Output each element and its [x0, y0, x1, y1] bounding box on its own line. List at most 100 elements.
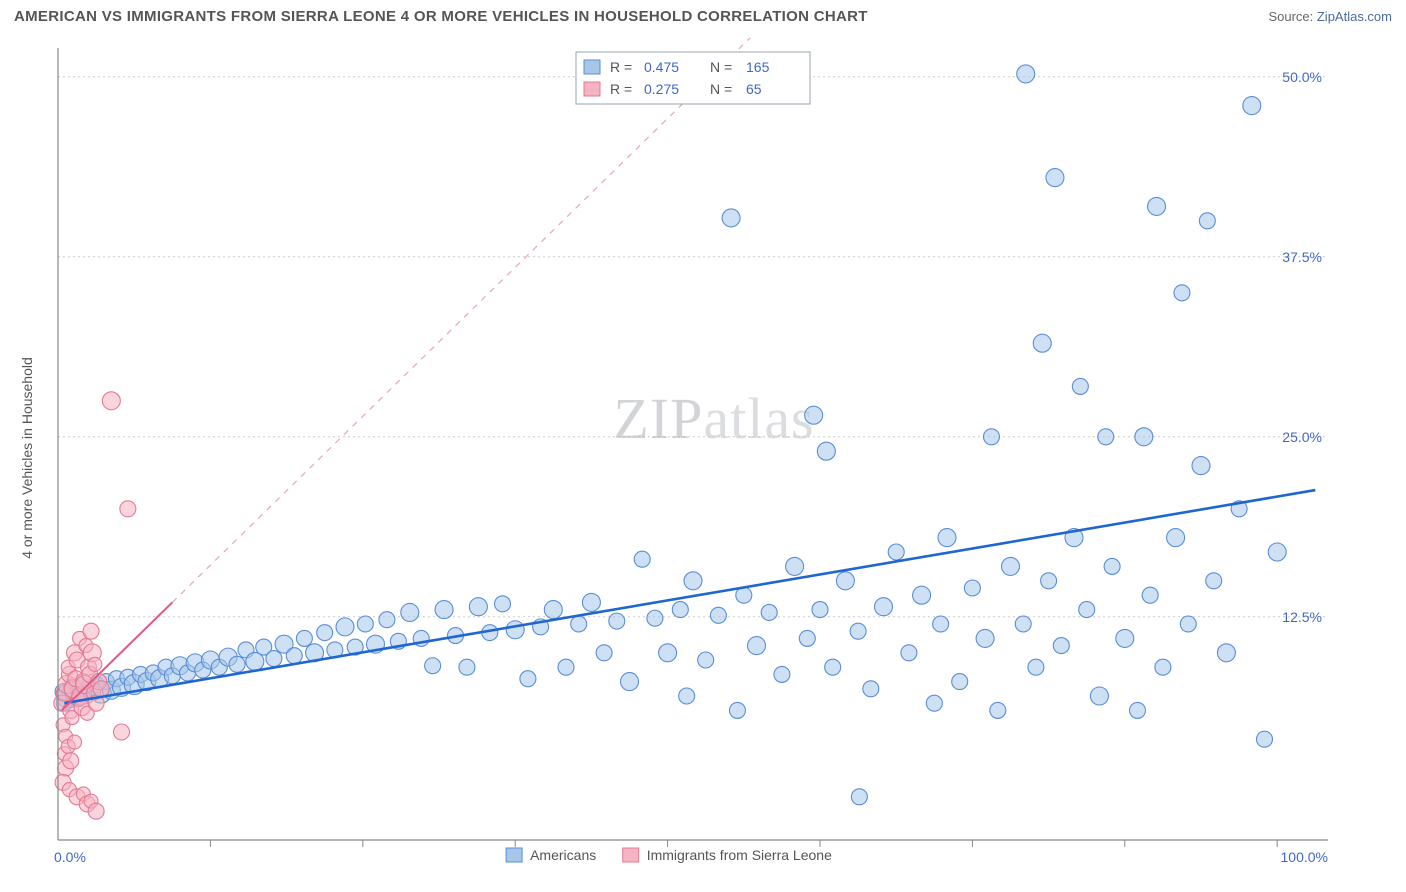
data-point — [1104, 558, 1120, 574]
chart-title: AMERICAN VS IMMIGRANTS FROM SIERRA LEONE… — [14, 8, 868, 25]
data-point — [990, 702, 1006, 718]
data-point — [659, 644, 677, 662]
stats-r-value: 0.275 — [644, 81, 679, 97]
data-point — [520, 671, 536, 687]
data-point — [286, 648, 302, 664]
data-point — [850, 623, 866, 639]
data-point — [317, 625, 333, 641]
y-tick-label: 37.5% — [1282, 249, 1322, 265]
data-point — [952, 674, 968, 690]
data-point — [748, 637, 766, 655]
trendline-extrapolated — [172, 38, 769, 602]
data-point — [710, 607, 726, 623]
data-point — [425, 658, 441, 674]
data-point — [1135, 428, 1153, 446]
data-point — [88, 657, 102, 671]
data-point — [469, 598, 487, 616]
data-point — [774, 666, 790, 682]
x-range-min: 0.0% — [54, 849, 86, 865]
data-point — [805, 406, 823, 424]
data-point — [435, 601, 453, 619]
data-point — [647, 610, 663, 626]
data-point — [913, 586, 931, 604]
data-point — [120, 501, 136, 517]
stats-n-label: N = — [710, 59, 732, 75]
data-point — [1072, 378, 1088, 394]
data-point — [1142, 587, 1158, 603]
data-point — [1041, 573, 1057, 589]
source-attribution: Source: ZipAtlas.com — [1268, 9, 1392, 24]
data-point — [68, 735, 82, 749]
stats-n-value: 165 — [746, 59, 770, 75]
legend-swatch — [506, 848, 522, 862]
data-point — [1174, 285, 1190, 301]
data-point — [266, 651, 282, 667]
data-point — [1079, 602, 1095, 618]
correlation-scatter-chart: ZIPatlas 12.5%25.0%37.5%50.0%0.0%100.0% … — [14, 38, 1392, 880]
data-point — [229, 656, 245, 672]
data-point — [825, 659, 841, 675]
data-point — [609, 613, 625, 629]
data-point — [1167, 529, 1185, 547]
source-prefix: Source: — [1268, 9, 1316, 24]
data-point — [459, 659, 475, 675]
data-point — [1015, 616, 1031, 632]
data-point — [63, 753, 79, 769]
data-point — [506, 621, 524, 639]
data-point — [786, 557, 804, 575]
stats-r-label: R = — [610, 59, 632, 75]
data-point — [1268, 543, 1286, 561]
watermark: ZIPatlas — [613, 386, 814, 451]
data-point — [1002, 557, 1020, 575]
y-tick-label: 25.0% — [1282, 429, 1322, 445]
y-tick-label: 12.5% — [1282, 609, 1322, 625]
source-link[interactable]: ZipAtlas.com — [1317, 9, 1392, 24]
data-point — [596, 645, 612, 661]
data-point — [901, 645, 917, 661]
data-point — [1206, 573, 1222, 589]
data-point — [684, 572, 702, 590]
data-point — [401, 603, 419, 621]
data-point — [851, 789, 867, 805]
data-point — [357, 616, 373, 632]
data-point — [102, 392, 120, 410]
data-point — [93, 681, 109, 697]
data-point — [875, 598, 893, 616]
data-point — [1130, 702, 1146, 718]
stats-n-label: N = — [710, 81, 732, 97]
data-point — [964, 580, 980, 596]
data-point — [812, 602, 828, 618]
data-point — [698, 652, 714, 668]
data-point — [379, 612, 395, 628]
data-point — [1053, 638, 1069, 654]
data-point — [336, 618, 354, 636]
data-point — [1116, 629, 1134, 647]
data-point — [114, 724, 130, 740]
legend-swatch — [623, 848, 639, 862]
chart-svg: ZIPatlas 12.5%25.0%37.5%50.0%0.0%100.0% … — [14, 38, 1392, 880]
data-point — [679, 688, 695, 704]
data-point — [621, 673, 639, 691]
data-point — [722, 209, 740, 227]
data-point — [296, 630, 312, 646]
stats-r-label: R = — [610, 81, 632, 97]
legend-label: Immigrants from Sierra Leone — [647, 847, 832, 863]
data-point — [976, 629, 994, 647]
data-point — [1148, 197, 1166, 215]
data-point — [1090, 687, 1108, 705]
data-point — [558, 659, 574, 675]
data-point — [571, 616, 587, 632]
data-point — [926, 695, 942, 711]
data-point — [1028, 659, 1044, 675]
data-point — [83, 623, 99, 639]
data-point — [1155, 659, 1171, 675]
data-point — [1098, 429, 1114, 445]
data-point — [761, 604, 777, 620]
data-point — [495, 596, 511, 612]
stats-n-value: 65 — [746, 81, 762, 97]
y-axis-title: 4 or more Vehicles in Household — [19, 357, 35, 559]
data-point — [933, 616, 949, 632]
y-tick-label: 50.0% — [1282, 69, 1322, 85]
data-point — [1046, 169, 1064, 187]
data-point — [729, 702, 745, 718]
